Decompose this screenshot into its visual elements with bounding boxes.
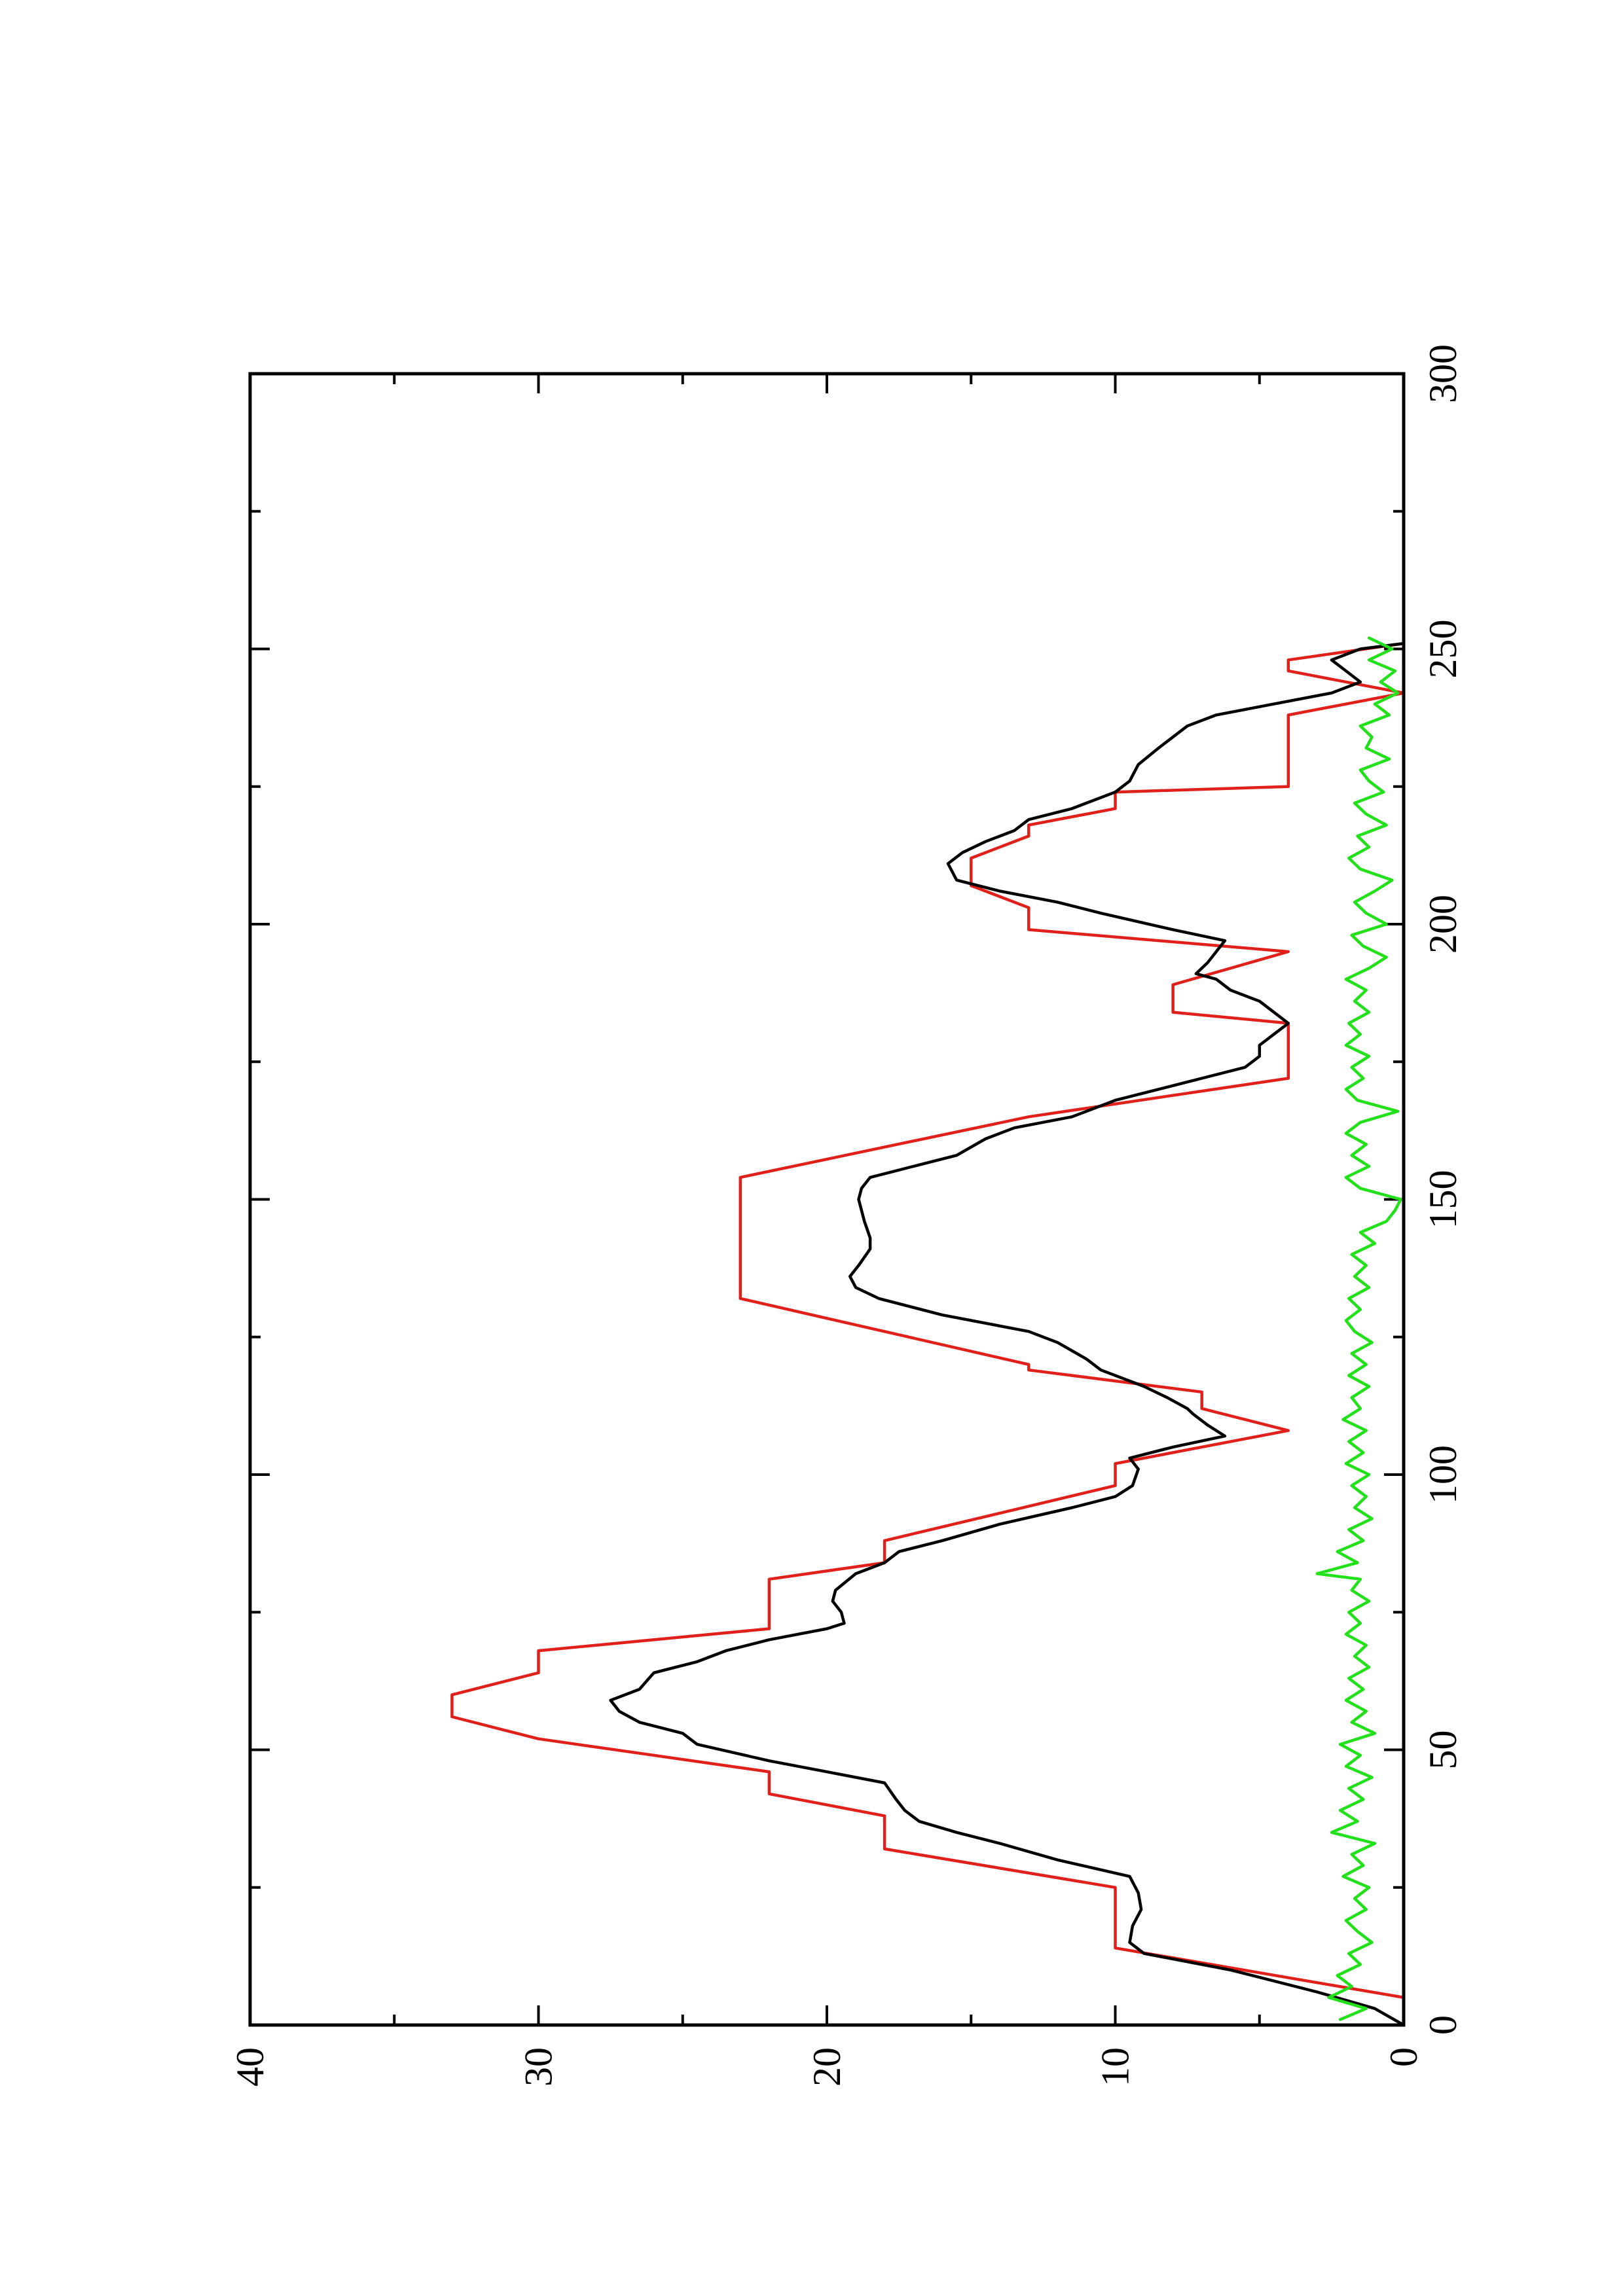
series-line-black [609, 641, 1406, 2027]
data-series [450, 636, 1406, 2027]
plot-frame [248, 372, 1406, 2027]
y-tick-label: 40 [228, 2047, 272, 2087]
x-tick-label: 150 [1421, 1170, 1465, 1229]
series-line-green [1315, 636, 1402, 2021]
y-tick-label: 20 [805, 2047, 848, 2087]
x-tick-label: 0 [1421, 2015, 1465, 2035]
x-tick-label: 50 [1421, 1731, 1465, 1770]
x-tick-label: 250 [1421, 620, 1465, 679]
x-tick-label: 300 [1421, 344, 1465, 403]
axis-tick-labels: 0 50 100 150 200 250 300 0 10 20 30 40 [228, 344, 1465, 2087]
y-tick-label: 0 [1382, 2047, 1425, 2067]
x-tick-label: 200 [1421, 895, 1465, 954]
series-line-red [450, 641, 1406, 2027]
x-tick-label: 100 [1421, 1445, 1465, 1504]
y-tick-label: 10 [1094, 2047, 1137, 2087]
y-tick-label: 30 [517, 2047, 560, 2087]
